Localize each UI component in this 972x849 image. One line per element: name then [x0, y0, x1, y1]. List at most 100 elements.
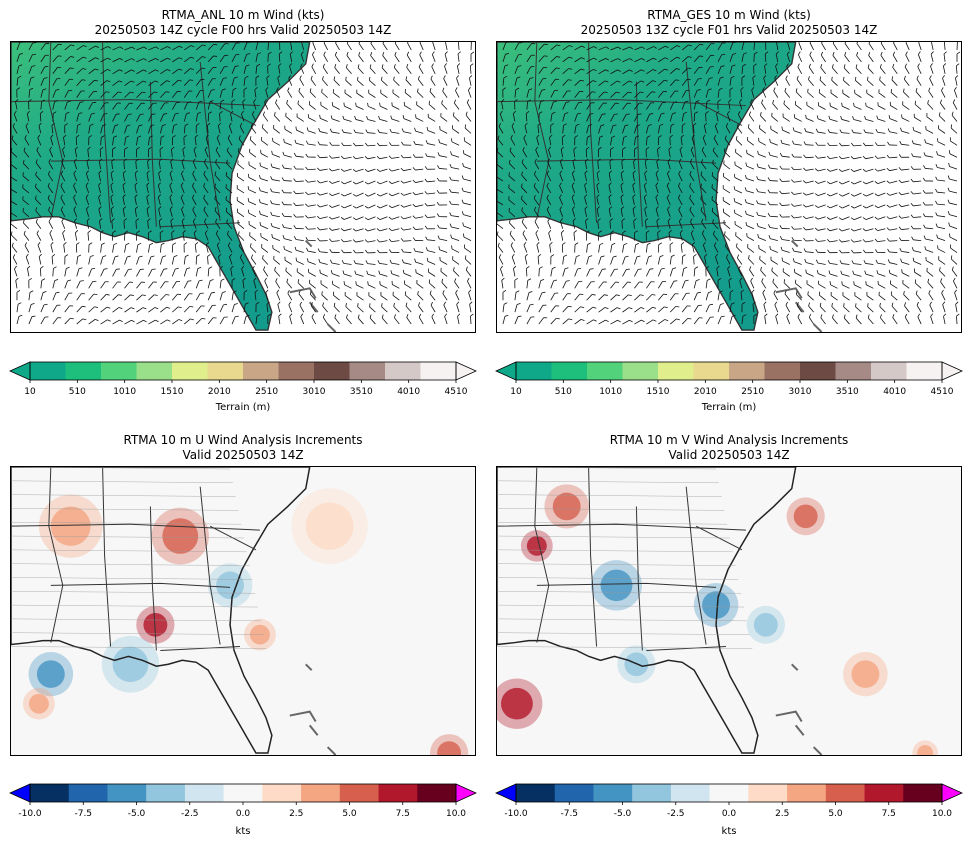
wind-barb: [334, 63, 340, 75]
wind-barb: [160, 91, 170, 98]
wind-barb: [61, 158, 66, 170]
wind-barb: [705, 88, 712, 98]
wind-barb: [122, 206, 127, 217]
wind-barb: [255, 314, 261, 325]
wind-barb: [806, 101, 814, 110]
wind-barb: [713, 134, 719, 146]
wind-barb: [377, 260, 388, 265]
wind-barb: [526, 316, 535, 325]
wind-barb: [99, 230, 104, 241]
wind-barb: [378, 115, 388, 122]
wind-barb: [886, 216, 898, 220]
wind-barb: [717, 278, 722, 289]
wind-barb: [321, 88, 328, 98]
colorbar-tick-label: 0.0: [236, 809, 251, 819]
wind-barb: [889, 101, 898, 110]
wind-barb: [923, 224, 934, 230]
wind-barb: [344, 291, 352, 301]
wind-barb: [690, 146, 695, 158]
wind-barb: [526, 278, 532, 289]
wind-barb: [76, 56, 87, 63]
wind-barb: [136, 46, 148, 51]
wind-barbs: [497, 42, 961, 325]
wind-barb: [183, 280, 192, 289]
wind-barb: [953, 87, 958, 98]
wind-barb: [497, 176, 504, 182]
wind-barb: [377, 249, 388, 254]
wind-barb: [307, 114, 316, 122]
wind-barb: [509, 219, 516, 229]
wind-barb: [195, 44, 206, 51]
colorbar-segment: [551, 362, 588, 380]
wind-barb: [705, 291, 712, 301]
wind-barb: [426, 257, 436, 265]
wind-barb: [610, 113, 618, 122]
increment-map: [10, 466, 476, 756]
wind-barb: [171, 146, 175, 158]
wind-barb: [276, 87, 281, 98]
wind-barb: [526, 54, 535, 63]
wind-barb: [171, 242, 177, 253]
wind-barb: [783, 279, 791, 289]
wind-barb: [207, 67, 217, 75]
wind-barb: [586, 306, 597, 313]
wind-barb: [289, 313, 293, 325]
wind-barb: [681, 100, 689, 110]
wind-barb: [38, 122, 42, 134]
wind-barb: [901, 269, 910, 277]
wind-barb: [261, 244, 269, 253]
wind-barb: [87, 230, 91, 241]
wind-barb: [73, 170, 78, 182]
increment-blob-core: [702, 591, 730, 619]
wind-barb: [237, 220, 245, 230]
wind-barb: [643, 194, 648, 205]
wind-barb: [328, 168, 340, 172]
wind-barb: [657, 280, 667, 289]
wind-barb: [550, 78, 560, 86]
wind-barb: [538, 89, 546, 98]
wind-barb: [364, 156, 376, 160]
wind-barb: [228, 122, 233, 134]
wind-barb: [550, 292, 559, 301]
wind-barb: [457, 42, 462, 50]
wind-barb: [63, 242, 67, 253]
wind-barb: [886, 167, 898, 172]
wind-barb: [267, 63, 271, 74]
wind-barb: [862, 192, 874, 197]
wind-barb: [219, 111, 223, 122]
wind-barb: [22, 184, 30, 194]
increment-colorbar-label: kts: [235, 826, 251, 837]
wind-barb: [645, 242, 651, 253]
wind-barb: [610, 102, 619, 110]
wind-barb: [549, 242, 553, 253]
wind-barb: [381, 64, 388, 75]
wind-barb: [839, 249, 850, 254]
wind-barb: [254, 87, 258, 98]
wind-barb: [610, 135, 616, 146]
wind-barb: [930, 313, 934, 325]
wind-barb: [136, 281, 146, 289]
wind-barb: [160, 281, 169, 289]
wind-barb: [464, 244, 472, 253]
wind-barb: [180, 194, 185, 206]
wind-barb: [27, 265, 31, 277]
wind-barb: [560, 218, 564, 229]
wind-barb: [123, 218, 128, 229]
wind-barb: [874, 155, 886, 159]
colorbar-segment: [278, 362, 315, 380]
wind-barb: [815, 155, 826, 159]
wind-barb: [231, 278, 236, 289]
wind-barb: [867, 303, 874, 313]
wind-barb: [298, 290, 305, 301]
colorbar-segment: [314, 362, 351, 380]
wind-barb: [791, 215, 802, 219]
wind-barb: [526, 66, 535, 74]
wind-barb: [550, 67, 560, 75]
wind-barb: [40, 54, 49, 63]
wind-barb: [780, 246, 790, 253]
wind-barb: [416, 279, 424, 289]
wind-barb: [722, 185, 731, 194]
wind-barb: [525, 111, 530, 122]
wind-barb: [497, 220, 504, 230]
